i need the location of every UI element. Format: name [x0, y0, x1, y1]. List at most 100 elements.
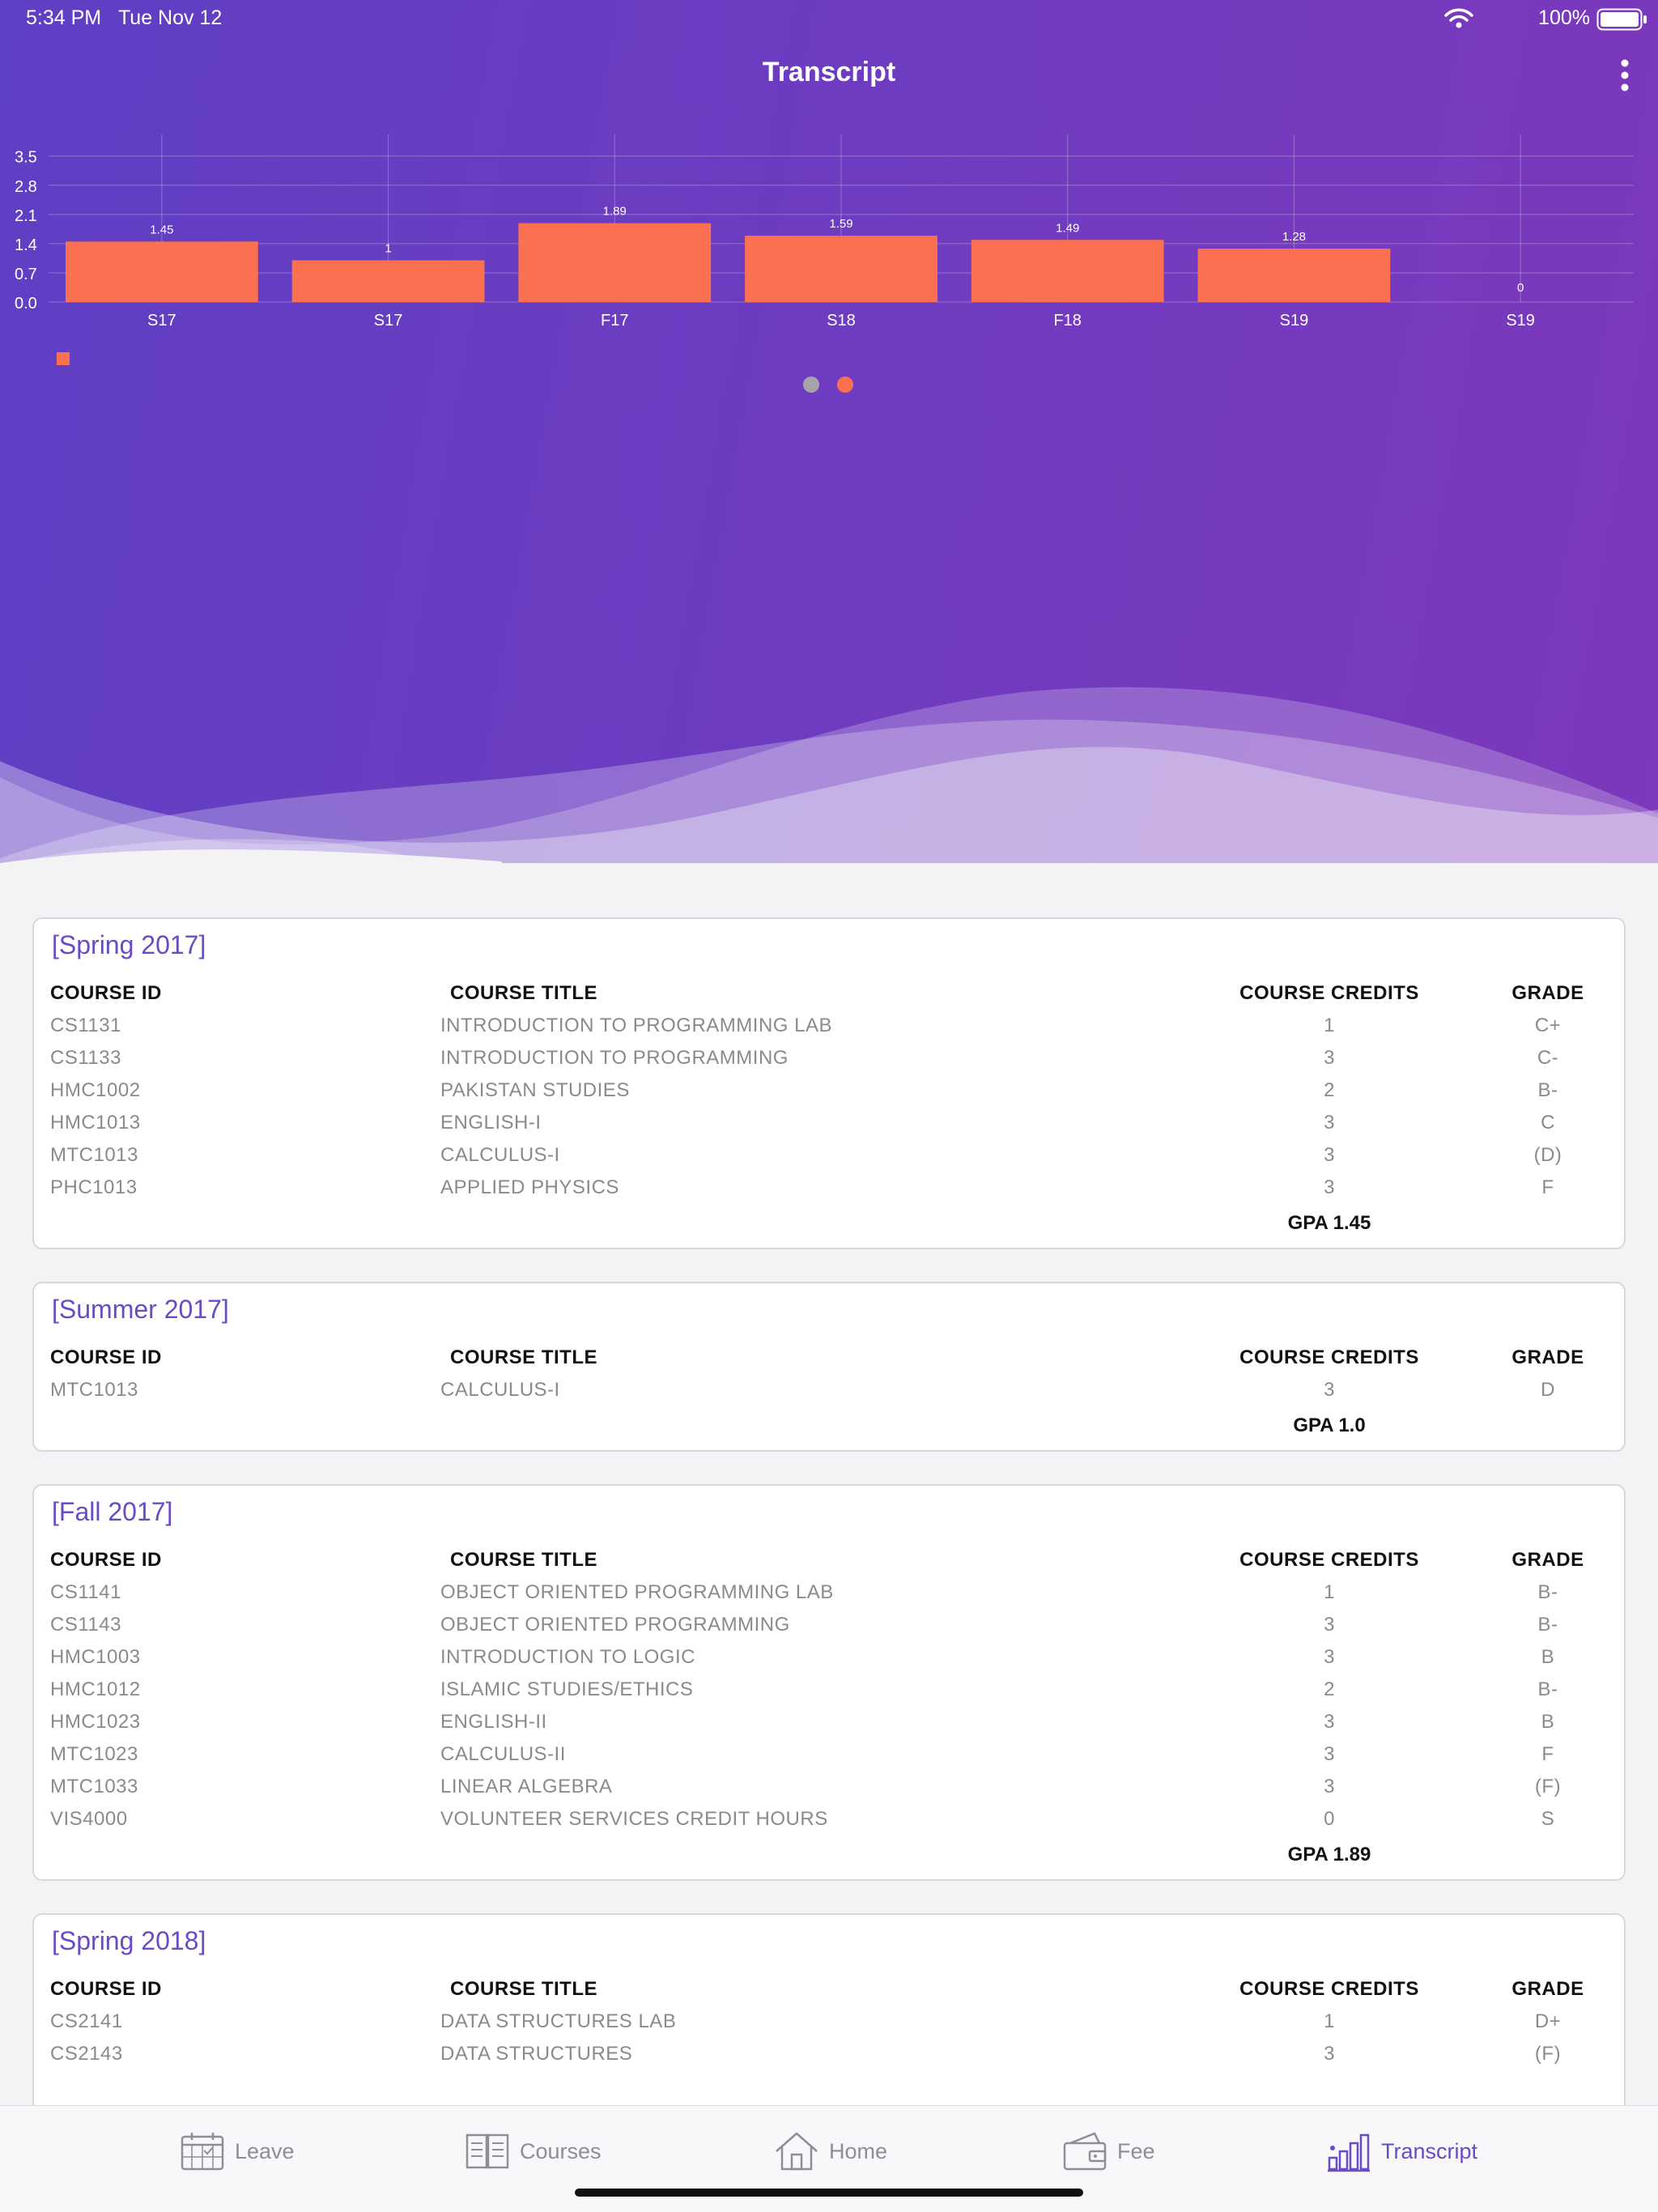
course-credits: 2: [1324, 1079, 1335, 1101]
semester-card: [Fall 2017] COURSE ID COURSE TITLE COURSE C…: [32, 1484, 1626, 1881]
gpa-bar[interactable]: [291, 260, 485, 302]
course-grade: (D): [1533, 1144, 1562, 1166]
course-id: HMC1002: [50, 1079, 141, 1101]
calendar-icon: [181, 2133, 224, 2171]
table-header: COURSE ID COURSE TITLE COURSE CREDITS GRADE: [34, 1544, 1624, 1576]
column-header-title: COURSE TITLE: [450, 1549, 598, 1571]
table-row: VIS4000 VOLUNTEER SERVICES CREDIT HOURS 0 S: [34, 1803, 1624, 1836]
course-id: CS1133: [50, 1047, 121, 1069]
course-grade: (F): [1534, 2043, 1562, 2065]
gpa-bar[interactable]: [745, 236, 937, 302]
bar-chart-icon: [1328, 2133, 1370, 2172]
tab-leave-label: Leave: [235, 2138, 295, 2163]
course-title: INTRODUCTION TO PROGRAMMING LAB: [440, 1015, 832, 1036]
course-title: APPLIED PHYSICS: [440, 1176, 619, 1198]
semester-card: [Summer 2017] COURSE ID COURSE TITLE COURSE…: [32, 1282, 1626, 1452]
course-credits: 1: [1324, 2010, 1335, 2032]
gpa-bar[interactable]: [1197, 249, 1391, 302]
course-grade: B: [1541, 1711, 1555, 1733]
home-indicator: [575, 2189, 1083, 2197]
bar-value-label: 1.89: [603, 205, 627, 219]
table-row: HMC1023 ENGLISH-II 3 B: [34, 1706, 1624, 1738]
semester-card: [Spring 2017] COURSE ID COURSE TITLE COURSE…: [32, 917, 1626, 1249]
course-credits: 3: [1324, 1711, 1335, 1733]
more-vertical-icon[interactable]: [1619, 58, 1630, 92]
bar-value-label: 1.28: [1282, 230, 1306, 244]
table-row: HMC1012 ISLAMIC STUDIES/ETHICS 2 B-: [34, 1674, 1624, 1706]
column-header-credits: COURSE CREDITS: [1239, 1346, 1419, 1368]
course-title: OBJECT ORIENTED PROGRAMMING: [440, 1614, 790, 1636]
y-tick-label: 2.1: [15, 207, 37, 225]
column-header-grade: GRADE: [1511, 982, 1584, 1004]
tab-fee[interactable]: Fee: [1062, 2129, 1155, 2174]
gpa-bar[interactable]: [518, 223, 712, 302]
course-title: LINEAR ALGEBRA: [440, 1776, 613, 1797]
gpa-bar[interactable]: [971, 240, 1164, 302]
table-row: MTC1013 CALCULUS-I 3 D: [34, 1374, 1624, 1406]
course-id: CS2141: [50, 2010, 123, 2032]
course-title: INTRODUCTION TO LOGIC: [440, 1646, 695, 1668]
column-header-credits: COURSE CREDITS: [1239, 1978, 1419, 2000]
book-icon: [466, 2133, 509, 2169]
tab-home[interactable]: Home: [774, 2129, 887, 2174]
bar-value-label: 1.59: [829, 217, 852, 231]
column-header-grade: GRADE: [1511, 1978, 1584, 2000]
column-header-grade: GRADE: [1511, 1549, 1584, 1571]
table-header: COURSE ID COURSE TITLE COURSE CREDITS GRADE: [34, 1973, 1624, 2006]
tab-transcript-label: Transcript: [1381, 2138, 1478, 2163]
x-tick-label: S17: [374, 312, 403, 330]
semester-gpa: GPA 1.45: [1287, 1212, 1371, 1234]
course-title: ENGLISH-II: [440, 1711, 547, 1733]
gpa-bar-chart: 0.0 0.7 1.4 2.1 2.8 3.5 1.45 S17 1 S17 1.89 F17 1.59…: [15, 134, 1634, 330]
column-header-id: COURSE ID: [50, 1346, 162, 1368]
column-header-title: COURSE TITLE: [450, 1978, 598, 2000]
course-grade: S: [1541, 1808, 1555, 1830]
course-title: INTRODUCTION TO PROGRAMMING: [440, 1047, 789, 1069]
table-row: HMC1003 INTRODUCTION TO LOGIC 3 B: [34, 1641, 1624, 1674]
page-dot[interactable]: [837, 376, 853, 393]
table-row: PHC1013 APPLIED PHYSICS 3 F: [34, 1172, 1624, 1204]
table-row: CS1143 OBJECT ORIENTED PROGRAMMING 3 B-: [34, 1609, 1624, 1641]
table-header: COURSE ID COURSE TITLE COURSE CREDITS GRADE: [34, 977, 1624, 1010]
page-indicator[interactable]: [803, 376, 853, 393]
tab-leave[interactable]: Leave: [180, 2129, 295, 2174]
table-row: MTC1033 LINEAR ALGEBRA 3 (F): [34, 1771, 1624, 1803]
course-id: MTC1013: [50, 1379, 138, 1401]
table-row: CS1131 INTRODUCTION TO PROGRAMMING LAB 1 C+: [34, 1010, 1624, 1042]
y-tick-label: 1.4: [15, 236, 37, 254]
tab-transcript[interactable]: Transcript: [1326, 2129, 1477, 2174]
course-grade: D: [1541, 1379, 1555, 1401]
table-row: CS2143 DATA STRUCTURES 3 (F): [34, 2038, 1624, 2070]
course-credits: 3: [1324, 1144, 1335, 1166]
y-tick-label: 3.5: [15, 149, 37, 167]
gpa-bar[interactable]: [65, 241, 258, 302]
table-header: COURSE ID COURSE TITLE COURSE CREDITS GRADE: [34, 1342, 1624, 1374]
semester-title: [Spring 2018]: [52, 1926, 206, 1955]
battery-percent: 100%: [1538, 6, 1590, 29]
column-header-id: COURSE ID: [50, 1549, 162, 1571]
table-row: MTC1023 CALCULUS-II 3 F: [34, 1738, 1624, 1771]
course-grade: C-: [1537, 1047, 1559, 1069]
x-tick-label: F17: [601, 312, 628, 330]
column-header-id: COURSE ID: [50, 1978, 162, 2000]
table-row: CS1141 OBJECT ORIENTED PROGRAMMING LAB 1 B-: [34, 1576, 1624, 1609]
table-row: CS2141 DATA STRUCTURES LAB 1 D+: [34, 2006, 1624, 2038]
page-dot[interactable]: [803, 376, 819, 393]
course-credits: 1: [1324, 1581, 1335, 1603]
course-id: CS2143: [50, 2043, 123, 2065]
course-id: CS1143: [50, 1614, 121, 1636]
course-credits: 3: [1324, 1379, 1335, 1401]
x-tick-label: S19: [1280, 312, 1309, 330]
tab-courses[interactable]: Courses: [465, 2129, 602, 2174]
course-credits: 2: [1324, 1678, 1335, 1700]
wallet-icon: [1063, 2132, 1107, 2171]
course-id: VIS4000: [50, 1808, 128, 1830]
course-title: DATA STRUCTURES LAB: [440, 2010, 677, 2032]
status-time: 5:34 PM Tue Nov 12: [26, 6, 223, 29]
course-grade: (F): [1534, 1776, 1562, 1797]
course-id: HMC1023: [50, 1711, 141, 1733]
semester-title: [Summer 2017]: [52, 1295, 229, 1324]
status-date: Tue Nov 12: [117, 6, 223, 29]
course-title: PAKISTAN STUDIES: [440, 1079, 630, 1101]
